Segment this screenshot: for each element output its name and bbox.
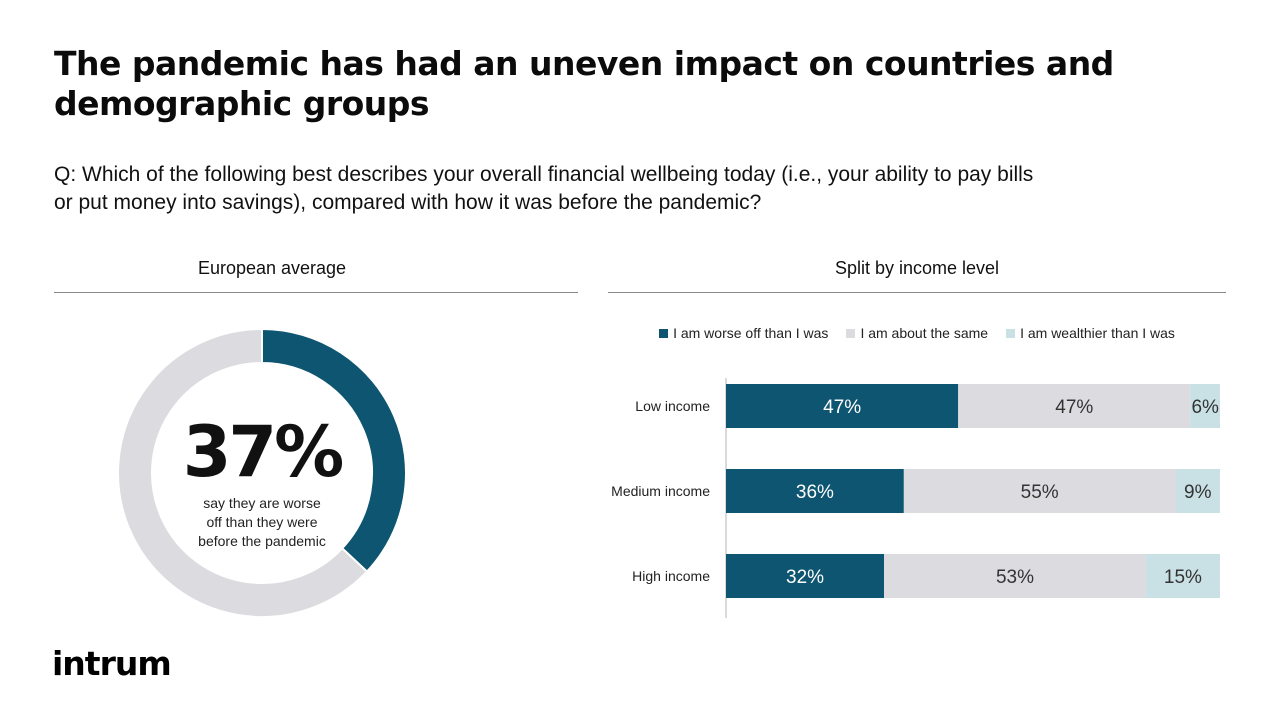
bar-segment-same xyxy=(903,469,1176,513)
legend-swatch-worse xyxy=(659,328,669,338)
bar-segment-worse xyxy=(726,554,885,598)
data-label-worse: 36% xyxy=(796,482,834,503)
donut-caption-line: off than they were xyxy=(206,514,318,530)
bar-chart-legend: I am worse off than I was I am about the… xyxy=(608,325,1226,341)
legend-swatch-same xyxy=(846,328,856,338)
donut-caption-line: before the pandemic xyxy=(198,533,326,549)
donut-caption: say they are worse off than they were be… xyxy=(172,494,352,551)
title-line-2: demographic groups xyxy=(54,84,430,123)
data-label-same: 53% xyxy=(996,567,1034,588)
intrum-logo: intrum xyxy=(52,644,172,683)
bar-segment-same xyxy=(958,384,1191,428)
income-bar-chart: Low income 47% 47% 6% Medium income 36% 55% 9% H… xyxy=(611,378,1220,618)
question-line-1: Q: Which of the following best describes… xyxy=(54,163,1034,186)
donut-big-percentage: 37% xyxy=(182,411,345,493)
data-label-wealthier: 15% xyxy=(1164,567,1202,588)
bar-segment-wealthier xyxy=(1190,384,1220,428)
donut-slice-rest xyxy=(117,328,369,618)
right-panel-divider xyxy=(608,292,1226,293)
left-panel-title: European average xyxy=(197,258,347,278)
legend-item-worse: I am worse off than I was xyxy=(659,325,828,341)
bar-segment-worse xyxy=(726,469,904,513)
data-label-same: 47% xyxy=(1055,397,1093,418)
bar-segment-same xyxy=(884,554,1146,598)
legend-item-wealthier: I am wealthier than I was xyxy=(1006,325,1175,341)
legend-swatch-wealthier xyxy=(1006,328,1016,338)
right-panel-title: Split by income level xyxy=(834,258,1000,278)
category-label: High income xyxy=(632,568,710,584)
donut-chart xyxy=(117,328,407,618)
data-label-worse: 47% xyxy=(823,397,861,418)
bar-segment-worse xyxy=(726,384,959,428)
data-label-worse: 32% xyxy=(786,567,824,588)
legend-label-wealthier: I am wealthier than I was xyxy=(1020,325,1175,341)
left-panel-divider xyxy=(54,292,578,293)
bar-segment-wealthier xyxy=(1145,554,1220,598)
data-label-wealthier: 6% xyxy=(1191,397,1219,418)
category-label: Medium income xyxy=(611,483,710,499)
question-line-2: or put money into savings), compared wit… xyxy=(54,191,762,214)
page-title: The pandemic has had an uneven impact on… xyxy=(54,44,1154,124)
data-label-same: 55% xyxy=(1021,482,1059,503)
legend-label-same: I am about the same xyxy=(860,325,989,341)
donut-caption-line: say they are worse xyxy=(203,495,321,511)
bar-segment-wealthier xyxy=(1175,469,1220,513)
legend-label-worse: I am worse off than I was xyxy=(673,325,829,341)
survey-question: Q: Which of the following best describes… xyxy=(54,161,1214,217)
data-label-wealthier: 9% xyxy=(1184,482,1212,503)
category-label: Low income xyxy=(635,398,710,414)
title-line-1: The pandemic has had an uneven impact on… xyxy=(54,44,1114,83)
legend-item-same: I am about the same xyxy=(846,325,988,341)
